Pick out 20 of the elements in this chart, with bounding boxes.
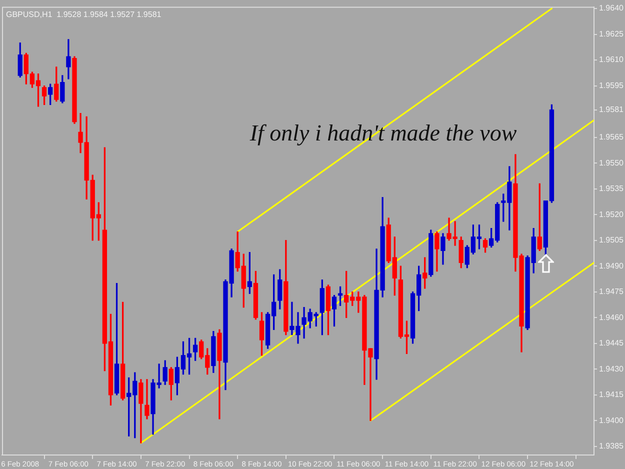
- y-tick-label: 1.9625: [599, 29, 624, 38]
- y-tick-label: 1.9565: [599, 132, 624, 142]
- y-tick-label: 1.9581: [599, 105, 624, 114]
- y-tick-label: 1.9535: [599, 184, 624, 194]
- y-tick-label: 1.9550: [599, 158, 624, 168]
- y-tick-label: 1.9475: [599, 287, 624, 296]
- y-tick-label: 1.9385: [599, 442, 624, 451]
- y-tick-label: 1.9400: [599, 416, 624, 425]
- y-tick-label: 1.9640: [599, 4, 624, 13]
- y-tick-label: 1.9460: [599, 312, 624, 322]
- y-tick-label: 1.9445: [599, 338, 624, 348]
- candlestick: [66, 39, 71, 80]
- y-tick-label: 1.9490: [599, 261, 624, 270]
- y-tick-label: 1.9505: [599, 236, 624, 245]
- y-tick-label: 1.9520: [599, 210, 624, 219]
- y-tick-label: 1.9415: [599, 390, 624, 400]
- y-tick-label: 1.9595: [599, 80, 624, 90]
- y-tick-label: 1.9610: [599, 55, 624, 64]
- y-tick-label: 1.9430: [599, 364, 624, 374]
- chart-title: GBPUSD,H1 1.9528 1.9584 1.9527 1.9581: [6, 10, 162, 20]
